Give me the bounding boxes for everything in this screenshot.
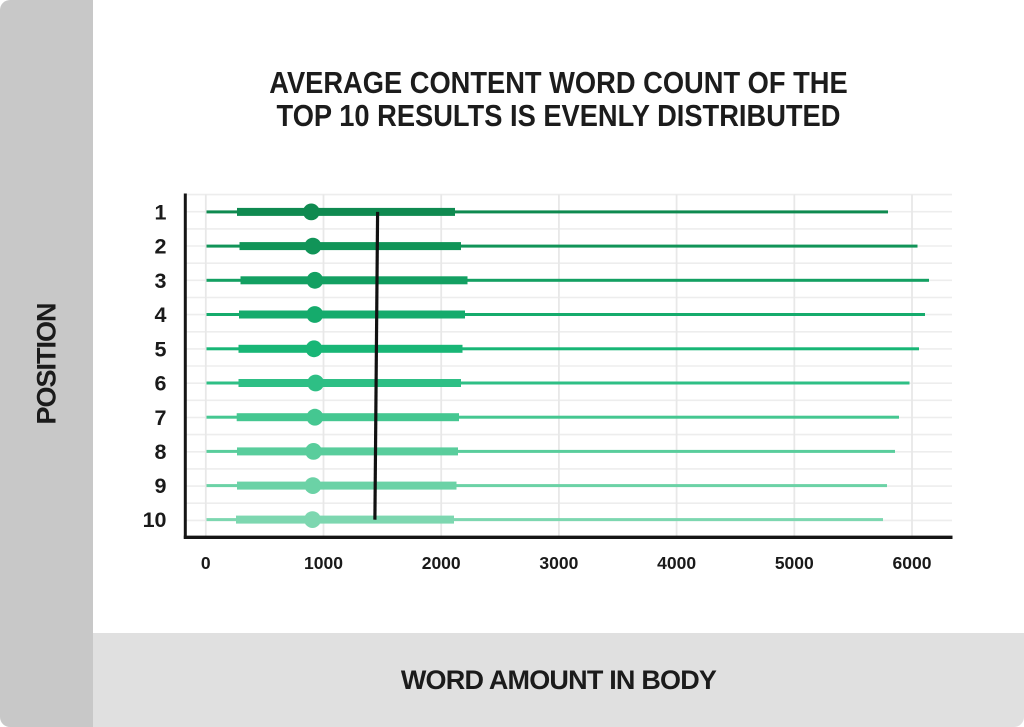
svg-text:3: 3 xyxy=(155,269,167,293)
svg-text:8: 8 xyxy=(155,440,167,464)
svg-text:6000: 6000 xyxy=(893,553,932,573)
svg-text:0: 0 xyxy=(201,553,211,573)
svg-text:4: 4 xyxy=(155,303,167,327)
svg-text:10: 10 xyxy=(143,508,167,532)
svg-text:1000: 1000 xyxy=(304,553,343,573)
svg-text:9: 9 xyxy=(155,474,167,498)
svg-text:2000: 2000 xyxy=(422,553,461,573)
svg-text:5: 5 xyxy=(155,337,167,361)
svg-text:5000: 5000 xyxy=(775,553,814,573)
svg-text:6: 6 xyxy=(155,372,167,396)
svg-text:2: 2 xyxy=(155,235,167,259)
svg-text:3000: 3000 xyxy=(539,553,578,573)
svg-text:7: 7 xyxy=(155,406,167,430)
svg-text:4000: 4000 xyxy=(657,553,696,573)
svg-text:1: 1 xyxy=(155,201,167,225)
